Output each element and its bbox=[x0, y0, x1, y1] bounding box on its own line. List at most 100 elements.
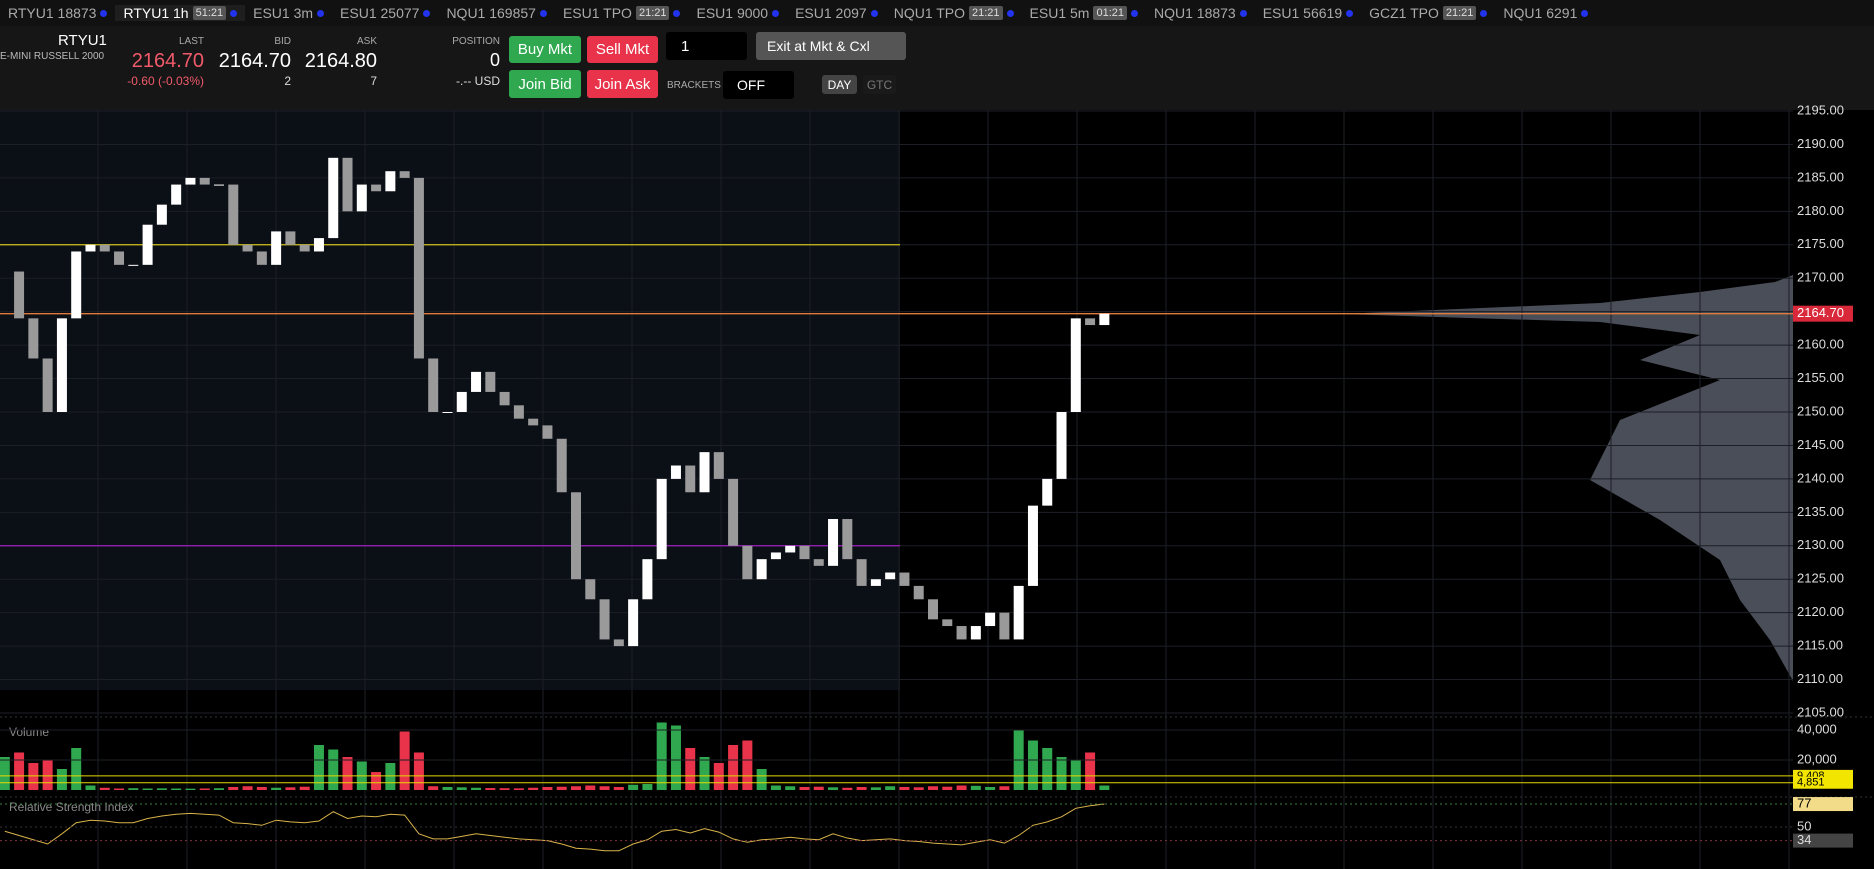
tab[interactable]: NQU1 TPO 21:21 bbox=[886, 5, 1022, 21]
tab-bar: RTYU1 18873 RTYU1 1h 51:21 ESU1 3m ESU1 2507… bbox=[0, 0, 1874, 26]
volume-bar bbox=[313, 745, 324, 790]
candle-body bbox=[328, 157, 339, 239]
tab[interactable]: ESU1 56619 bbox=[1255, 5, 1361, 21]
brackets-label: BRACKETS bbox=[667, 80, 721, 91]
candle-body bbox=[71, 251, 82, 319]
tab-dot bbox=[1480, 9, 1488, 17]
tab-label: NQU1 6291 bbox=[1503, 5, 1578, 21]
join-bid-button[interactable]: Join Bid bbox=[509, 70, 581, 98]
candle-body bbox=[442, 412, 453, 413]
tab-label: NQU1 TPO bbox=[893, 5, 966, 21]
tab[interactable]: NQU1 18873 bbox=[1146, 5, 1255, 21]
gtc-toggle[interactable]: GTC bbox=[863, 75, 896, 94]
candle-body bbox=[756, 559, 767, 580]
candle-body bbox=[785, 545, 796, 553]
candle-body bbox=[28, 318, 39, 359]
volume-bar bbox=[271, 787, 282, 790]
volume-bar bbox=[642, 784, 653, 790]
volume-bar bbox=[299, 786, 310, 790]
candle-body bbox=[428, 358, 439, 412]
day-toggle[interactable]: DAY bbox=[822, 75, 857, 94]
candle-body bbox=[214, 184, 224, 186]
volume-bar bbox=[456, 787, 467, 790]
tab-label: NQU1 169857 bbox=[446, 5, 536, 21]
quantity-input[interactable]: 1 bbox=[666, 32, 747, 60]
tab[interactable]: ESU1 3m bbox=[245, 5, 332, 21]
y-tick-label: 2125.00 bbox=[1797, 571, 1844, 586]
tab-label: RTYU1 1h bbox=[123, 5, 189, 21]
brackets-select[interactable]: OFF bbox=[723, 71, 794, 99]
tab[interactable]: GCZ1 TPO 21:21 bbox=[1361, 5, 1495, 21]
volume-bar bbox=[1056, 757, 1067, 790]
join-ask-button[interactable]: Join Ask bbox=[587, 70, 658, 98]
volume-bar bbox=[142, 788, 153, 790]
volume-bar bbox=[528, 787, 539, 790]
tab-label: ESU1 56619 bbox=[1262, 5, 1343, 21]
candle-body bbox=[699, 452, 710, 493]
volume-bar bbox=[913, 787, 924, 790]
volume-bar bbox=[471, 787, 482, 790]
position-label: POSITION bbox=[452, 36, 500, 47]
volume-bar bbox=[1042, 748, 1053, 790]
tab-dot bbox=[1239, 9, 1247, 17]
buy-mkt-button[interactable]: Buy Mkt bbox=[509, 36, 581, 63]
candle-body bbox=[713, 452, 724, 479]
volume-bar bbox=[342, 757, 353, 790]
volume-tag bbox=[1793, 776, 1853, 789]
tab[interactable]: ESU1 2097 bbox=[787, 5, 886, 21]
volume-bar bbox=[970, 785, 981, 790]
tab[interactable]: ESU1 TPO 21:21 bbox=[555, 5, 689, 21]
volume-bar bbox=[713, 763, 724, 790]
volume-bar bbox=[185, 788, 196, 790]
description: E-MINI RUSSELL 2000 bbox=[0, 51, 105, 62]
tab-dot bbox=[1581, 9, 1589, 17]
candle-body bbox=[770, 552, 781, 560]
tab[interactable]: ESU1 9000 bbox=[688, 5, 787, 21]
candle-body bbox=[885, 572, 896, 580]
candle-body bbox=[271, 231, 282, 265]
tab-dot bbox=[230, 9, 238, 17]
y-tick-label: 2120.00 bbox=[1797, 604, 1844, 619]
volume-bar bbox=[214, 788, 224, 790]
tab-badge: 21:21 bbox=[969, 6, 1003, 20]
candle-body bbox=[313, 238, 324, 252]
candle-body bbox=[1042, 478, 1053, 506]
candle-body bbox=[1013, 585, 1024, 640]
tab[interactable]: NQU1 169857 bbox=[438, 5, 555, 21]
candle-body bbox=[942, 619, 953, 627]
volume-bar bbox=[256, 787, 267, 790]
volume-bar bbox=[728, 745, 739, 790]
tab[interactable]: NQU1 6291 bbox=[1495, 5, 1596, 21]
tab[interactable]: RTYU1 1h 51:21 bbox=[115, 5, 246, 21]
candle-body bbox=[556, 438, 567, 493]
rsi-tag bbox=[1793, 833, 1853, 848]
volume-bar bbox=[442, 787, 453, 790]
volume-bar bbox=[99, 787, 110, 790]
y-tick-label: 2160.00 bbox=[1797, 337, 1844, 352]
tab[interactable]: ESU1 25077 bbox=[332, 5, 438, 21]
candle-body bbox=[413, 177, 424, 359]
volume-bar bbox=[842, 787, 853, 790]
tab-label: ESU1 2097 bbox=[795, 5, 867, 21]
volume-bar bbox=[171, 788, 182, 790]
tab[interactable]: RTYU1 18873 bbox=[0, 5, 115, 21]
volume-bar bbox=[371, 772, 382, 790]
y-tick-label: 2170.00 bbox=[1797, 270, 1844, 285]
candle-body bbox=[299, 244, 310, 252]
volume-bar bbox=[1070, 760, 1081, 790]
tab-badge: 21:21 bbox=[635, 6, 670, 20]
candle-body bbox=[870, 579, 881, 586]
volume-bar bbox=[499, 788, 510, 790]
sell-mkt-button[interactable]: Sell Mkt bbox=[587, 36, 658, 63]
change: -0.60 (-0.03%) bbox=[127, 74, 204, 88]
exit-button[interactable]: Exit at Mkt & Cxl bbox=[756, 32, 906, 60]
ask-price: 2164.80 bbox=[304, 50, 377, 72]
candle-body bbox=[928, 599, 938, 620]
tab[interactable]: ESU1 5m 01:21 bbox=[1022, 5, 1146, 21]
volume-bar bbox=[585, 785, 596, 790]
volume-bar bbox=[956, 785, 967, 790]
y-tick-label: 50 bbox=[1797, 818, 1811, 833]
tab-label: ESU1 25077 bbox=[340, 5, 420, 21]
